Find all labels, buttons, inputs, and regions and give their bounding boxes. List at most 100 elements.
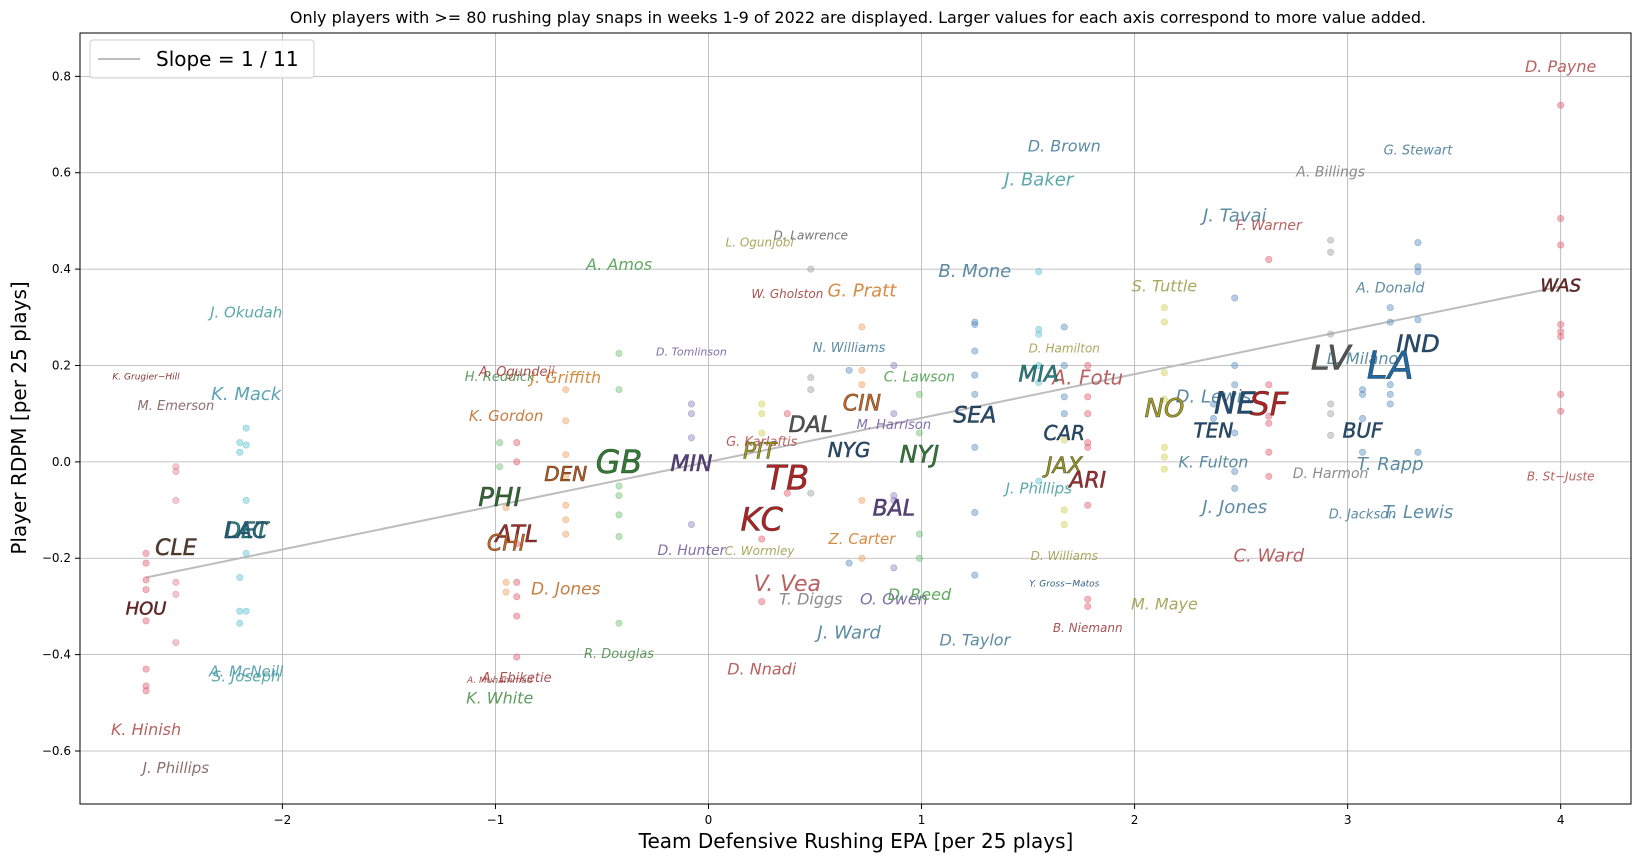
y-tick-label: −0.2	[42, 551, 71, 565]
player-label: A. Ogundeji	[478, 365, 555, 380]
scatter-point	[1265, 419, 1273, 427]
scatter-point	[1160, 453, 1168, 461]
player-label: R. Douglas	[584, 647, 654, 662]
legend-entry-slope: Slope = 1 / 11	[156, 47, 299, 71]
scatter-point	[1160, 465, 1168, 473]
player-label: A. Amos	[585, 255, 652, 274]
scatter-point	[1060, 521, 1068, 529]
axis-ticks: −2 −1 0 1 2 3 4 −0.6 −0.4 −0.2 0.0 0.2 0.4 0.6 0.8	[42, 69, 1565, 827]
team-label: DAL	[789, 413, 833, 438]
x-tick-label: 2	[1131, 813, 1139, 827]
scatter-point	[758, 535, 766, 543]
grid-lines	[80, 33, 1631, 804]
team-label: LA	[1367, 343, 1414, 387]
scatter-point	[1160, 395, 1168, 403]
scatter-point	[890, 492, 898, 500]
data-labels: D. Payne G. Stewart A. Billings J. TavaiF. …	[111, 57, 1597, 777]
scatter-point	[562, 516, 570, 524]
scatter-point	[172, 590, 180, 598]
player-label: D. Brown	[1028, 137, 1101, 156]
scatter-point	[1084, 393, 1092, 401]
scatter-point	[1231, 484, 1239, 492]
scatter-point	[1035, 361, 1043, 369]
scatter-point	[915, 390, 923, 398]
scatter-point	[242, 441, 250, 449]
player-label: M. Emerson	[138, 399, 215, 414]
scatter-point	[971, 321, 979, 329]
scatter-point	[783, 410, 791, 418]
y-tick-label: −0.4	[42, 648, 71, 662]
player-label: A. McNeill	[208, 662, 284, 680]
scatter-point	[615, 619, 623, 627]
scatter-point	[1557, 407, 1565, 415]
player-label: J. Griffith	[527, 368, 601, 387]
scatter-point	[858, 366, 866, 374]
team-label: MIN	[670, 452, 712, 477]
scatter-point	[1359, 386, 1367, 394]
scatter-point	[687, 410, 695, 418]
scatter-point	[142, 586, 150, 594]
scatter-point	[236, 574, 244, 582]
scatter-point	[1327, 248, 1335, 256]
scatter-point	[1084, 595, 1092, 603]
scatter-point	[845, 559, 853, 567]
data-points	[142, 101, 1565, 695]
scatter-point	[687, 521, 695, 529]
player-label: Z. Carter	[827, 530, 896, 548]
scatter-point	[513, 578, 521, 586]
scatter-point	[142, 576, 150, 584]
scatter-point	[1060, 410, 1068, 418]
player-label: D. Williams	[1031, 549, 1098, 563]
team-label: JAX	[1042, 454, 1084, 479]
player-label: D. Taylor	[939, 631, 1011, 650]
player-label: D. Hamilton	[1029, 342, 1100, 356]
scatter-point	[496, 463, 504, 471]
player-label: J. Okudah	[207, 303, 282, 321]
scatter-point	[236, 607, 244, 615]
scatter-point	[496, 439, 504, 447]
scatter-point	[1386, 304, 1394, 312]
team-label: NYJ	[900, 441, 940, 469]
scatter-point	[1060, 361, 1068, 369]
scatter-point	[1160, 304, 1168, 312]
player-label: K. Hinish	[111, 720, 181, 739]
team-label: CAR	[1044, 421, 1086, 445]
x-axis-label: Team Defensive Rushing EPA [per 25 plays…	[638, 829, 1074, 853]
player-label: O. Owen	[860, 590, 928, 609]
player-label: D. Payne	[1525, 57, 1597, 76]
scatter-point	[1060, 506, 1068, 514]
player-label: H. Reddick	[465, 370, 535, 385]
scatter-point	[1060, 323, 1068, 331]
team-label: BAL	[873, 497, 915, 522]
player-label: D. Lewis	[1176, 386, 1252, 407]
scatter-point	[1084, 410, 1092, 418]
team-label: LAC	[225, 519, 268, 544]
team-label: NE	[1214, 387, 1255, 422]
scatter-point	[1327, 236, 1335, 244]
scatter-point	[1035, 330, 1043, 338]
player-label: T. Rapp	[1357, 454, 1424, 475]
scatter-point	[858, 381, 866, 389]
scatter-point	[858, 554, 866, 562]
scatter-point	[1386, 381, 1394, 389]
scatter-point	[1386, 400, 1394, 408]
scatter-point	[172, 578, 180, 586]
scatter-point	[783, 489, 791, 497]
scatter-point	[615, 482, 623, 490]
scatter-point	[513, 612, 521, 620]
scatter-point	[1231, 468, 1239, 476]
x-tick-label: 1	[918, 813, 926, 827]
scatter-point	[242, 549, 250, 557]
scatter-point	[1557, 321, 1565, 329]
team-label: PIT	[743, 440, 778, 465]
scatter-point	[1265, 381, 1273, 389]
player-label: L. Milano	[1327, 349, 1399, 368]
player-label: J. Phillips	[140, 759, 210, 777]
team-label: ATL	[493, 520, 538, 548]
legend-box	[89, 39, 315, 79]
x-tick-label: 4	[1557, 813, 1565, 827]
x-tick-label: 3	[1344, 813, 1352, 827]
scatter-point	[236, 439, 244, 447]
player-label: D. Nnadi	[727, 660, 797, 679]
player-label: K. White	[466, 688, 533, 707]
